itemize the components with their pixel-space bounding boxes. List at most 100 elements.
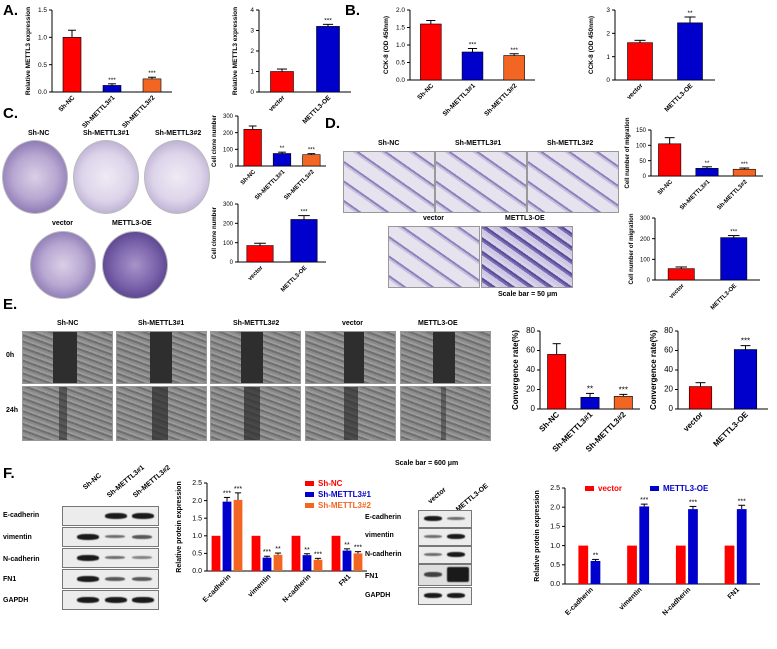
x-tick-label: vector [247,265,264,282]
f-right-row-fn1: FN1 [365,573,379,580]
chart-c-clone-overexpression: 0 100 200 300 Cell clone number vector *** METT… [212,202,326,293]
d-scale-bar-label: Scale bar = 50 μm [498,291,558,298]
y-tick-label: 2 [606,31,610,38]
bar-sh-nc [420,23,442,81]
x-tick-label: Sh-METTL3#2 [121,94,157,130]
bar-sh-nc-fn1 [331,535,341,571]
c-label-vector: vector [52,220,74,227]
y-tick-label: 200 [640,237,651,243]
significance-label: ** [687,10,693,17]
e-label-sh-nc: Sh-NC [57,320,79,327]
panel-label-a: A. [3,2,18,19]
bar-sh-nc [658,143,682,177]
y-tick-label: 20 [664,385,673,394]
legend-label-mettl3-oe: METTL3-OE [663,484,709,493]
bar-mettl3-oe [677,22,703,81]
bar-mettl3-oe-n-cadherin [688,509,698,584]
bar-sh-nc-vimentin [251,535,261,571]
x-tick-label: FN1 [727,586,741,600]
significance-label: *** [510,47,518,54]
bar-mettl3-oe [316,26,340,93]
x-tick-label: E-cadherin [202,573,233,604]
d-label-sh-nc: Sh-NC [378,140,400,147]
x-tick-label: Sh-METTL3#2 [483,82,519,118]
bar-mettl3-oe [720,237,748,281]
x-tick-label: Sh-METTL3#1 [81,94,117,130]
y-tick-label: 1 [250,69,254,76]
y-tick-label: 100 [223,241,234,247]
bar-sh-mettl3-2-e-cadherin [233,499,243,571]
significance-label: *** [300,210,308,216]
y-tick-label: 1.0 [396,42,405,49]
significance-label: *** [689,499,697,506]
significance-label: *** [730,230,738,236]
bar-mettl3-oe-e-cadherin [590,560,601,584]
x-tick-label: Sh-METTL3#1 [442,82,478,118]
bar-sh-mettl3-2 [732,168,756,177]
y-axis-label: Relative METTL3 expression [25,7,32,95]
y-axis-label: Cell clone number [212,206,218,259]
wound-image-vector-0h [305,331,396,384]
bar-vector [688,386,713,410]
x-tick-label: vector [626,82,645,101]
legend-swatch-vector [585,486,594,491]
f-right-col-mettl3-oe: METTL3-OE [455,482,490,514]
x-tick-label: Sh-METTL3#1 [679,179,712,212]
bar-sh-mettl3-2-n-cadherin [313,559,323,571]
y-tick-label: 100 [223,148,234,154]
significance-label: ** [304,547,310,554]
y-tick-label: 300 [640,216,651,222]
y-tick-label: 0.0 [192,568,202,575]
bar-sh-mettl3-2 [142,78,162,93]
significance-label: *** [148,70,156,77]
bar-vector [246,245,274,263]
panel-label-f: F. [3,465,15,482]
significance-label: ** [344,542,350,549]
significance-label: *** [640,497,648,504]
chart-a-knockdown-expression: 0.0 0.5 1.0 1.5 Relative METTL3 expression Sh… [25,7,172,130]
blot-right-gapdh [418,587,472,605]
blot-left-vimentin [62,527,159,547]
y-tick-label: 1.0 [192,533,202,540]
y-tick-label: 100 [640,258,651,264]
y-tick-label: 1.5 [38,7,47,14]
d-label-sh-mettl3-2: Sh-METTL3#2 [547,140,594,147]
y-tick-label: 0 [669,404,674,413]
significance-label: *** [469,42,477,49]
y-tick-label: 100 [636,144,647,150]
d-label-mettl3-oe: METTL3-OE [505,215,545,222]
legend-label-sh-nc: Sh-NC [318,479,343,488]
bar-sh-mettl3-2 [503,55,525,81]
bar-vector [667,268,695,281]
y-tick-label: 1 [606,54,610,61]
chart-e-convergence-overexpression: 0 20 40 60 80 Convergence rate(%) vector *** MET… [649,326,768,448]
f-left-row-vimentin: vimentin [3,534,32,541]
bar-vector [270,71,294,93]
wound-image-sh-mettl3-1-24h [116,386,207,441]
bar-sh-mettl3-1-vimentin [262,557,272,571]
bar-vector-n-cadherin [675,545,686,584]
bar-sh-mettl3-1 [272,153,292,167]
legend-swatch-mettl3-oe [650,486,659,491]
e-row-label-0h: 0h [6,352,15,359]
y-tick-label: 150 [636,128,647,134]
significance-label: *** [324,17,332,24]
bar-vector-fn1 [724,545,735,584]
e-scale-bar-label: Scale bar = 600 μm [395,460,459,467]
c-label-mettl3-oe: METTL3-OE [112,220,152,227]
transwell-image-sh-mettl3-1 [435,151,527,213]
legend-swatch-sh-mettl3-2 [305,503,314,508]
transwell-image-sh-nc [343,151,435,213]
y-tick-label: 0.5 [192,551,202,558]
significance-label: ** [280,146,285,152]
y-axis-label: Cell clone number [212,114,218,167]
x-tick-label: Sh-METTL3#2 [283,169,316,202]
y-tick-label: 0 [250,89,254,96]
transwell-image-sh-mettl3-2 [527,151,619,213]
e-label-mettl3-oe: METTL3-OE [418,320,458,327]
f-right-row-vimentin: vimentin [365,532,394,539]
y-tick-label: 300 [223,202,234,208]
significance-label: *** [741,337,750,346]
